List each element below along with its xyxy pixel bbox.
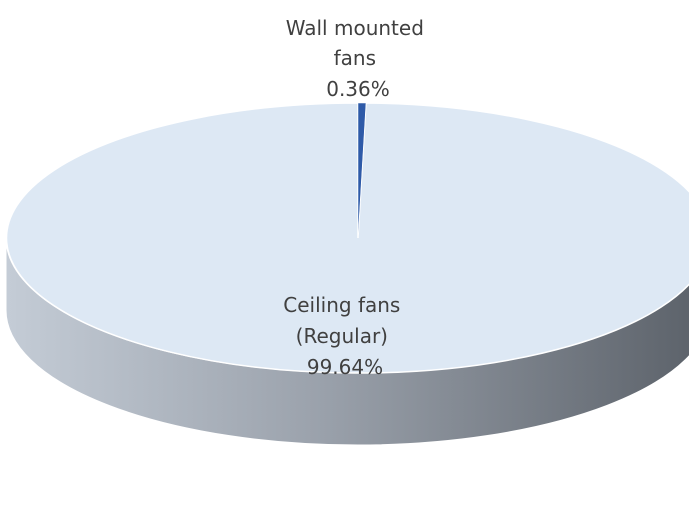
slice-label-wall-mounted-percent: 0.36% [326,77,390,101]
slice-label-wall-mounted-fans: Wall mounted fans 0.36% [286,16,431,101]
slice-label-wall-mounted-line2: fans [334,46,376,70]
slice-label-ceiling-fans-regular: Ceiling fans (Regular) 99.64% [283,293,406,379]
slice-label-ceiling-percent: 99.64% [307,355,383,379]
slice-label-ceiling-line2: (Regular) [296,324,388,348]
pie-slice-ceiling-fans-regular [5,102,689,374]
slice-label-wall-mounted-line1: Wall mounted [286,16,424,40]
slice-label-ceiling-line1: Ceiling fans [283,293,400,317]
pie-slice-wall-mounted-fans [357,102,367,239]
